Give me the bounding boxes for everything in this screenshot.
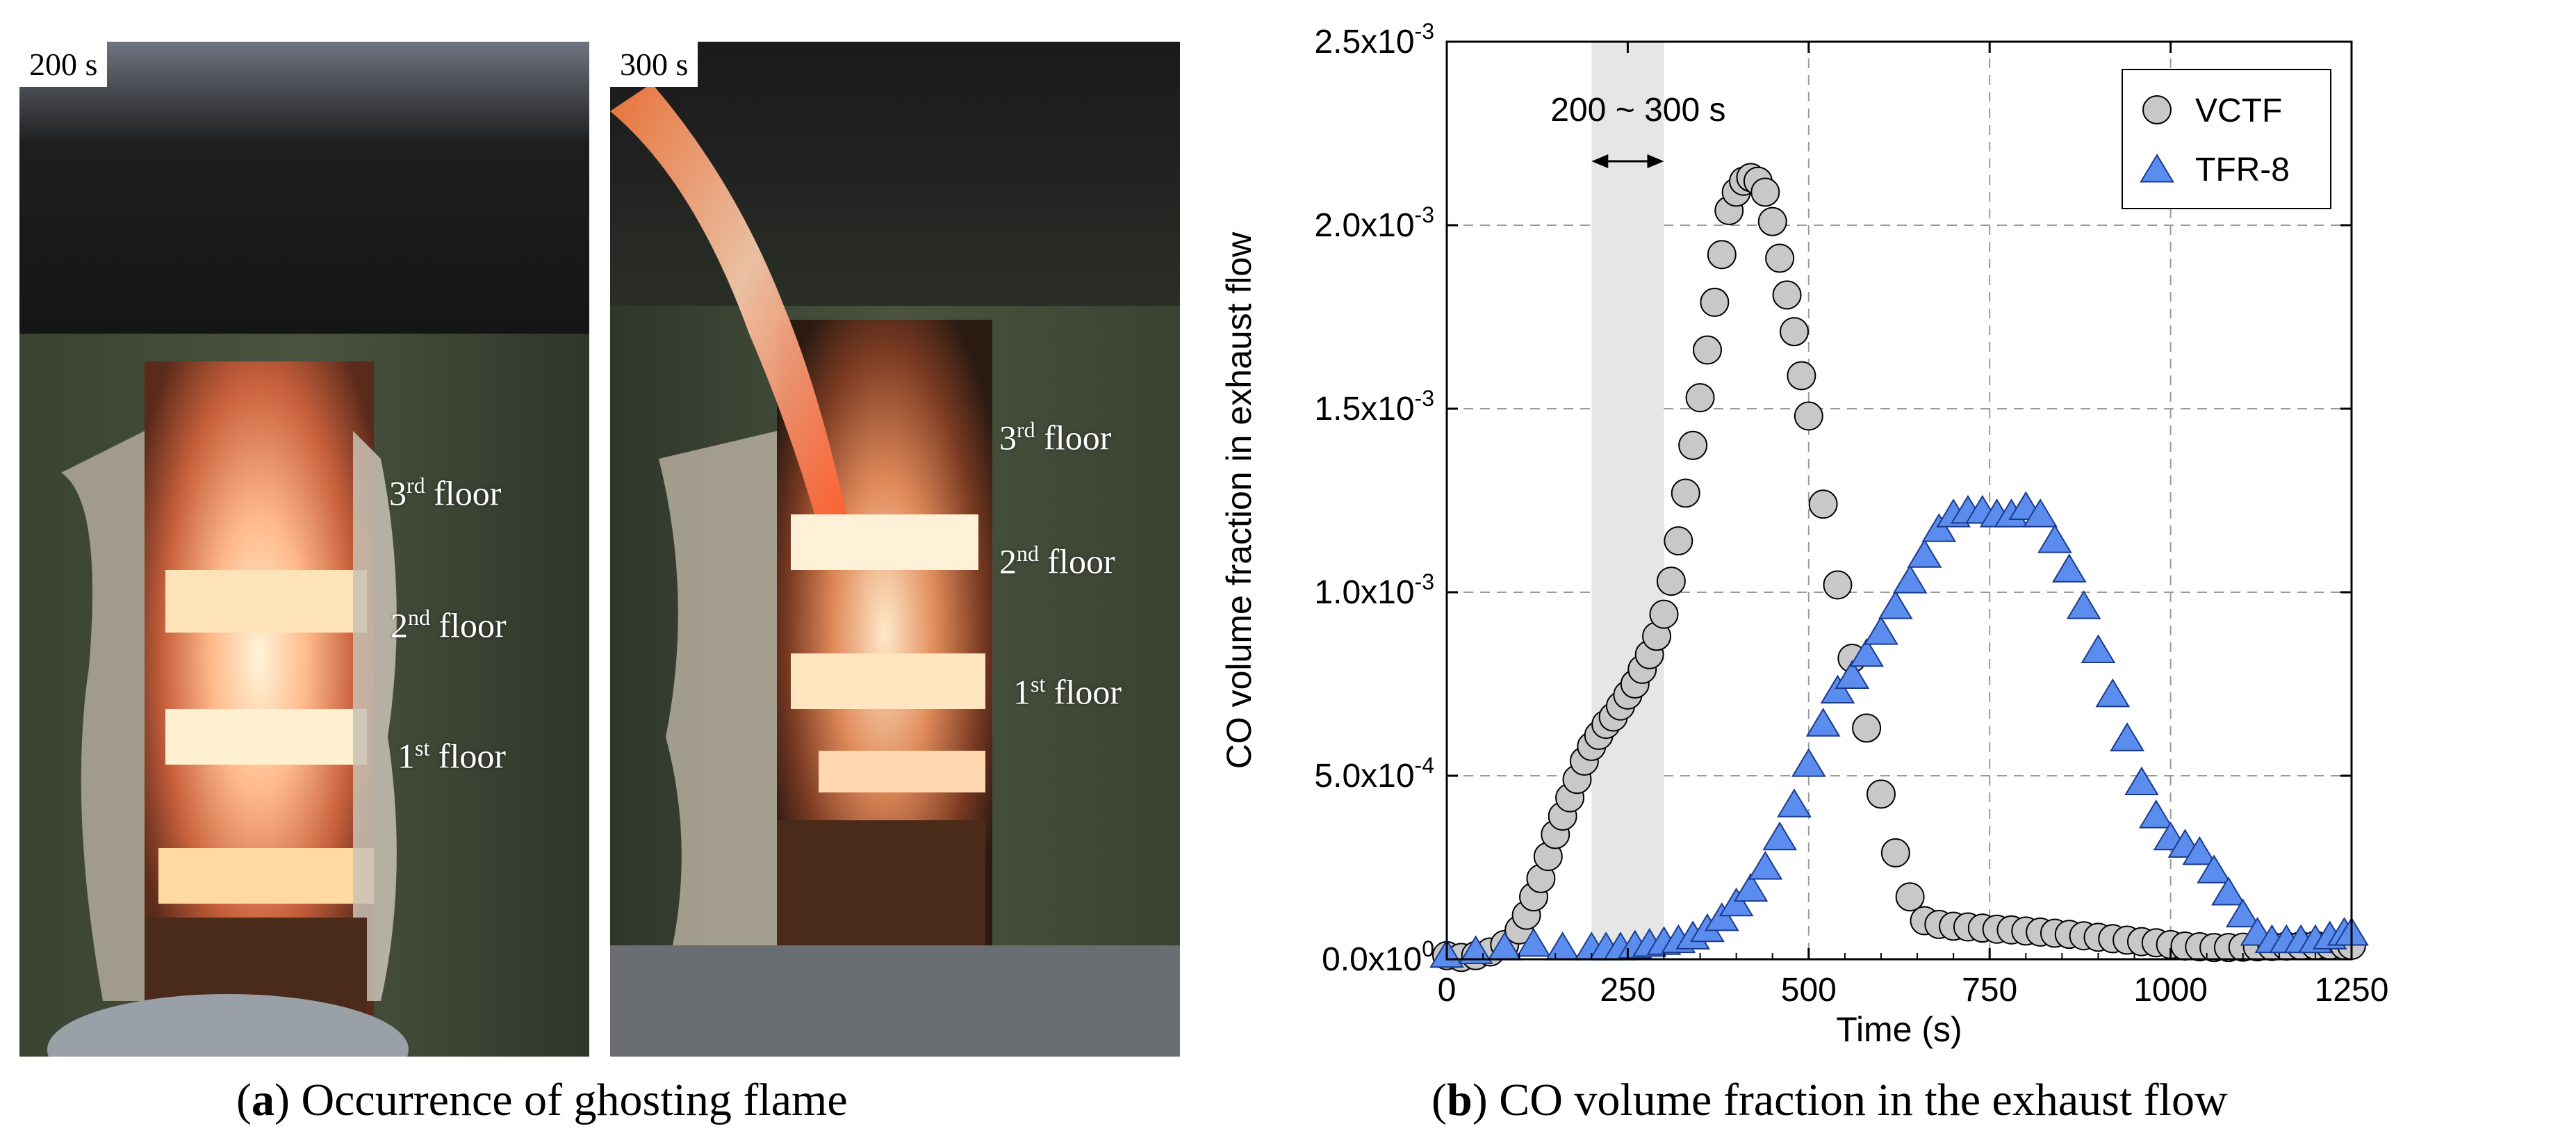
point-vctf [1852,713,1882,743]
point-tfr8 [2138,799,2174,829]
point-tfr8 [1791,748,1826,777]
point-tfr8 [1458,935,1493,964]
point-vctf [1700,287,1730,317]
point-tfr8 [2197,854,2231,883]
point-tfr8 [1718,887,1754,917]
y-tick-label: 1.0x10-3 [1314,569,1434,611]
point-vctf [1866,779,1896,809]
point-tfr8 [2110,722,2144,751]
point-tfr8 [1878,590,1913,619]
y-tick-label: 5.0x10-4 [1314,753,1434,795]
legend: VCTF TFR-8 [2122,69,2331,209]
plot-frame [1445,40,2353,961]
shaded-region-200-300s [1591,42,1664,959]
x-tick-label: 750 [1962,972,2017,1009]
point-tfr8 [1907,539,1942,568]
legend-marker-tfr8 [2140,154,2174,183]
point-tfr8 [1748,851,1783,880]
point-vctf [1895,882,1925,912]
x-tick-label: 500 [1781,972,1837,1009]
legend-label-vctf: VCTF [2195,92,2282,129]
x-tick-label: 250 [1600,972,1655,1009]
x-tick-label: 1000 [2133,972,2208,1009]
series-markers [1429,163,2369,972]
floor-label-1st-left: 1st floor [397,735,507,776]
point-vctf [1823,570,1853,600]
point-tfr8 [1921,513,1957,542]
point-tfr8 [1762,821,1798,851]
point-vctf [1765,243,1795,273]
point-vctf [1649,599,1679,629]
point-tfr8 [1704,902,1739,931]
arrow-head-left-icon [1591,154,1609,168]
floor-label-1st-right: 1st floor [1013,671,1122,712]
point-vctf [1707,240,1737,270]
point-tfr8 [2051,553,2087,583]
time-label-300s: 300 s [610,42,698,87]
x-axis-label: Time (s) [1836,1010,1962,1049]
floor-label-2nd-left: 2nd floor [391,605,507,645]
point-tfr8 [2037,524,2072,553]
legend-marker-vctf [2142,95,2172,124]
point-vctf [1880,838,1910,868]
point-vctf [1685,383,1715,413]
y-tick-label: 2.0x10-3 [1314,202,1434,244]
point-tfr8 [1516,927,1551,957]
point-tfr8 [1545,931,1580,961]
point-vctf [1750,177,1780,207]
point-vctf [1808,489,1838,519]
floor-label-2nd-right: 2nd floor [999,541,1115,581]
shaded-region-label: 200 ~ 300 s [1550,92,1725,129]
point-tfr8 [2211,877,2246,906]
point-tfr8 [1733,872,1769,902]
point-tfr8 [2225,898,2261,928]
photo-ghosting-200s [19,42,589,1057]
point-vctf [1678,430,1708,460]
legend-box [2122,69,2331,209]
point-vctf [1787,361,1816,391]
x-tick-label: 0 [1438,972,1457,1009]
point-vctf [1779,317,1809,347]
shaded-region-annotation: 200 ~ 300 s [1550,92,1726,168]
point-vctf [1794,401,1823,431]
co-fraction-chart: 200 ~ 300 s 0 250 500 750 1000 1250 0.0x100 5.0… [1220,19,2388,1049]
x-tick-label: 1250 [2315,972,2389,1009]
point-vctf [1757,206,1787,236]
floor-label-3rd-left: 3rd floor [389,473,502,513]
point-vctf [1664,526,1693,556]
point-tfr8 [1805,708,1841,737]
axis-ticks: 0 250 500 750 1000 1250 0.0x100 5.0x10-4 1.0x10-… [1314,19,2388,1009]
y-tick-label: 1.5x10-3 [1314,386,1434,427]
photo-ghosting-300s [610,42,1180,1057]
point-tfr8 [2066,590,2101,619]
point-tfr8 [1820,674,1855,704]
point-tfr8 [2023,498,2058,528]
point-tfr8 [1892,564,1928,594]
caption-panel-b: (b) CO volume fraction in the exhaust fl… [1431,1075,2228,1125]
point-tfr8 [2081,634,2116,663]
point-vctf [1692,335,1722,365]
point-tfr8 [1864,616,1898,645]
point-tfr8 [2095,678,2131,708]
floor-label-3rd-right: 3rd floor [999,417,1112,457]
point-tfr8 [1849,637,1884,667]
point-tfr8 [2182,836,2217,865]
point-tfr8 [2124,766,2159,796]
point-vctf [1671,478,1700,508]
y-axis-label: CO volume fraction in exhaust flow [1220,231,1258,769]
caption-panel-a: (a) Occurrence of ghosting flame [236,1075,848,1125]
point-tfr8 [1835,660,1870,689]
y-tick-label: 0.0x100 [1322,936,1434,978]
time-label-200s: 200 s [19,42,108,87]
point-vctf [1772,280,1802,310]
point-tfr8 [1777,788,1812,817]
y-tick-label: 2.5x10-3 [1314,19,1434,60]
legend-label-tfr8: TFR-8 [2195,152,2290,188]
point-vctf [1656,567,1686,596]
arrow-head-right-icon [1647,154,1664,168]
